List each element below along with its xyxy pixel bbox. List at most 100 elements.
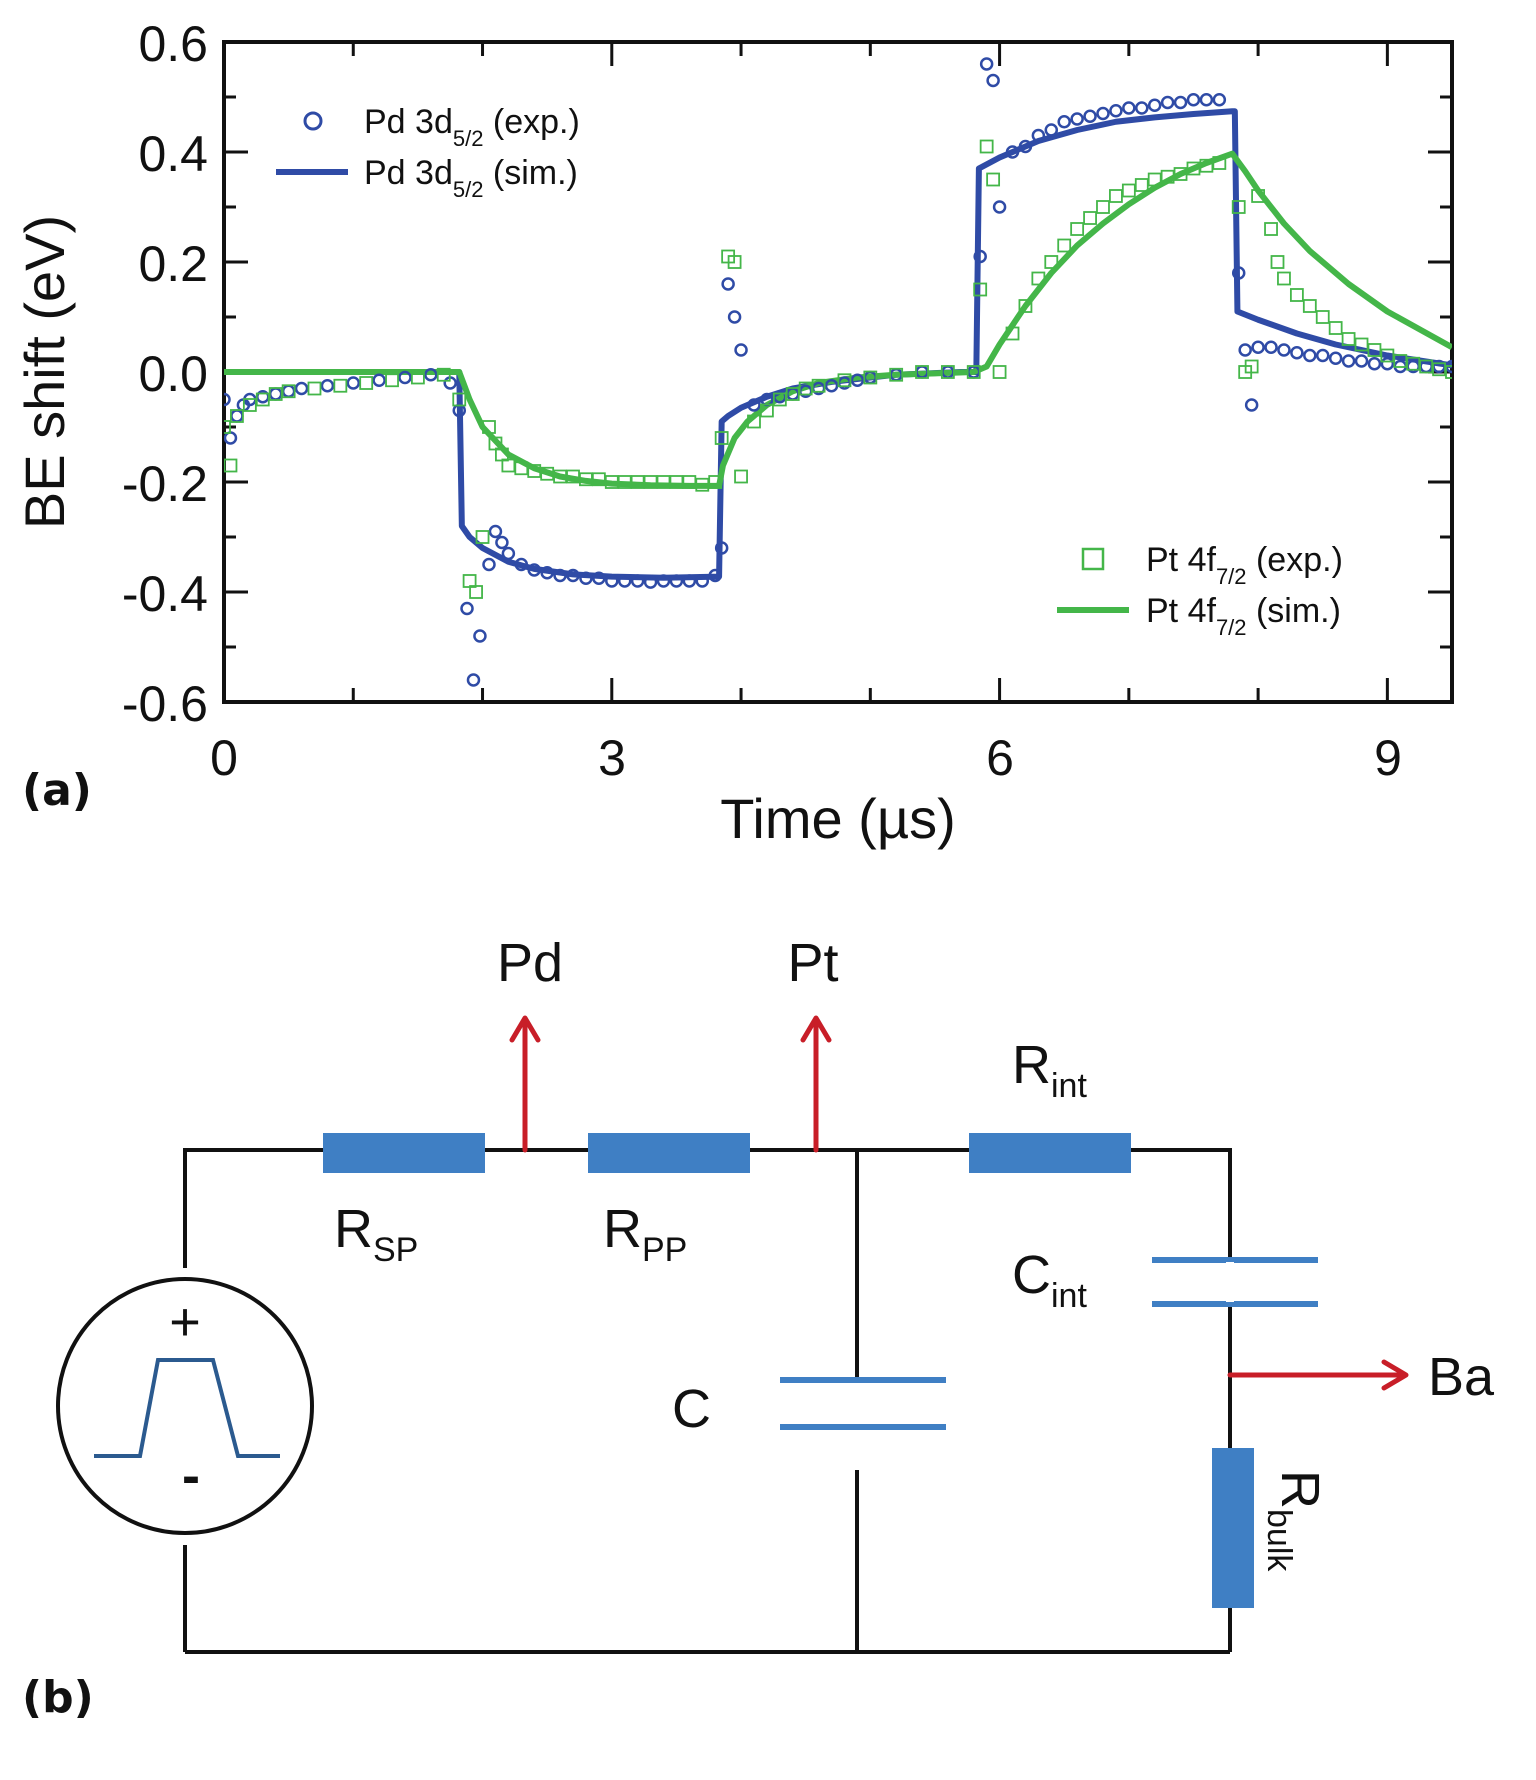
data-point-pt — [514, 461, 529, 476]
data-point-pt — [1134, 178, 1149, 192]
data-point-pd — [734, 343, 748, 357]
data-point-pt — [747, 414, 761, 429]
data-point-pd — [294, 381, 309, 396]
data-point-pt — [482, 420, 496, 434]
panel-label-a: (a) — [22, 765, 92, 816]
data-point-pd — [579, 571, 593, 585]
data-point-pt — [1251, 189, 1266, 203]
data-point-pt — [224, 458, 238, 473]
data-point-pd — [1380, 357, 1395, 371]
data-point-pd — [268, 387, 283, 401]
data-point-pd — [346, 376, 361, 390]
data-point-pd — [992, 200, 1007, 214]
data-point-pd — [281, 384, 296, 398]
data-point-pt — [1031, 271, 1046, 286]
data-point-pd — [495, 535, 509, 550]
data-point-pt — [1328, 321, 1343, 335]
data-point-pt — [656, 475, 671, 489]
data-point-pd — [1109, 104, 1123, 118]
data-point-pd — [630, 574, 645, 588]
data-point-pd — [473, 629, 487, 643]
data-point-pt — [966, 365, 981, 379]
data-point-pd — [708, 568, 722, 583]
data-point-pt — [727, 255, 742, 269]
data-point-pd — [682, 574, 697, 588]
data-point-pt — [1121, 183, 1136, 198]
legend-bottom-right: Pt 4f7/2 (exp.) Pt 4f7/2 (sim.) — [1057, 541, 1343, 640]
data-point-pd — [466, 673, 481, 687]
data-point-pt — [1289, 288, 1304, 302]
data-point-pd — [824, 379, 839, 393]
y-tick-label: -0.6 — [122, 676, 208, 732]
data-point-pd — [224, 431, 238, 445]
data-point-pd — [1122, 101, 1136, 115]
data-point-pd — [727, 310, 742, 324]
data-point-pt — [785, 387, 800, 401]
data-point-pt — [1341, 332, 1356, 346]
data-point-pt — [1393, 354, 1408, 368]
data-point-pd — [1277, 343, 1291, 357]
data-point-pt — [682, 475, 697, 489]
data-point-pt — [1231, 200, 1246, 214]
data-point-pd — [592, 571, 606, 585]
voltage-source — [56, 1277, 314, 1535]
data-point-pt — [385, 373, 399, 388]
data-point-pt — [669, 475, 684, 489]
legend-label-pd-exp: Pd 3d5/2 (exp.) — [364, 103, 580, 151]
output-arrows — [509, 1015, 1409, 1391]
data-point-pd — [973, 249, 987, 264]
data-point-pt — [527, 464, 542, 478]
resistor-r-int — [969, 1133, 1131, 1173]
x-tick-label: 6 — [986, 730, 1014, 786]
legend-top-left: Pd 3d5/2 (exp.) Pd 3d5/2 (sim.) — [276, 103, 580, 202]
data-point-pd — [224, 392, 231, 407]
data-point-pd — [540, 566, 554, 580]
data-point-pd — [669, 574, 684, 588]
source-plus-sign: + — [169, 1292, 201, 1352]
data-point-pt — [986, 172, 1001, 187]
data-point-pd — [424, 368, 438, 382]
data-point-pt — [591, 472, 606, 487]
x-tick-label: 0 — [210, 730, 238, 786]
data-point-pt — [973, 282, 988, 297]
data-point-pt — [604, 475, 619, 489]
pulse-waveform-icon — [94, 1358, 280, 1458]
y-tick-label: 0.4 — [138, 126, 208, 182]
label-r-bulk: Rbulk — [1260, 1470, 1330, 1572]
data-point-pt — [1173, 167, 1188, 181]
data-point-pd — [1212, 93, 1227, 107]
data-point-pt — [1244, 359, 1259, 374]
data-point-pt — [452, 392, 467, 407]
data-point-pt — [333, 378, 348, 393]
data-point-pd — [398, 370, 412, 385]
data-point-pd — [460, 601, 474, 616]
y-axis-title: BE shift (eV) — [13, 215, 76, 529]
data-point-pt — [307, 381, 322, 396]
data-point-pd — [1231, 266, 1246, 280]
data-point-pt — [915, 365, 929, 379]
data-point-pd — [617, 574, 632, 588]
label-r-sp: RSP — [334, 1199, 418, 1269]
data-point-pd — [514, 557, 529, 572]
data-point-pt — [1419, 359, 1434, 374]
data-point-pd — [1238, 343, 1252, 357]
data-point-pt — [1432, 362, 1446, 377]
output-label-pd: Pd — [497, 933, 563, 993]
legend-label-pd-sim: Pd 3d5/2 (sim.) — [364, 154, 578, 202]
data-point-pt — [281, 384, 296, 399]
data-point-pd — [1367, 357, 1382, 371]
data-point-pt — [1109, 189, 1123, 203]
data-point-pd — [714, 541, 729, 555]
label-c: C — [672, 1379, 711, 1439]
data-point-pd — [1147, 98, 1162, 112]
data-point-pt — [1406, 356, 1421, 371]
y-tick-label: 0.6 — [138, 16, 208, 72]
data-point-pd — [1328, 351, 1343, 365]
data-point-pd — [747, 398, 761, 412]
data-point-pt — [566, 469, 580, 484]
legend-marker-circle — [303, 111, 323, 131]
data-point-pt — [1018, 299, 1033, 313]
data-point-pd — [605, 574, 619, 588]
output-label-ba: Ba — [1428, 1347, 1495, 1407]
